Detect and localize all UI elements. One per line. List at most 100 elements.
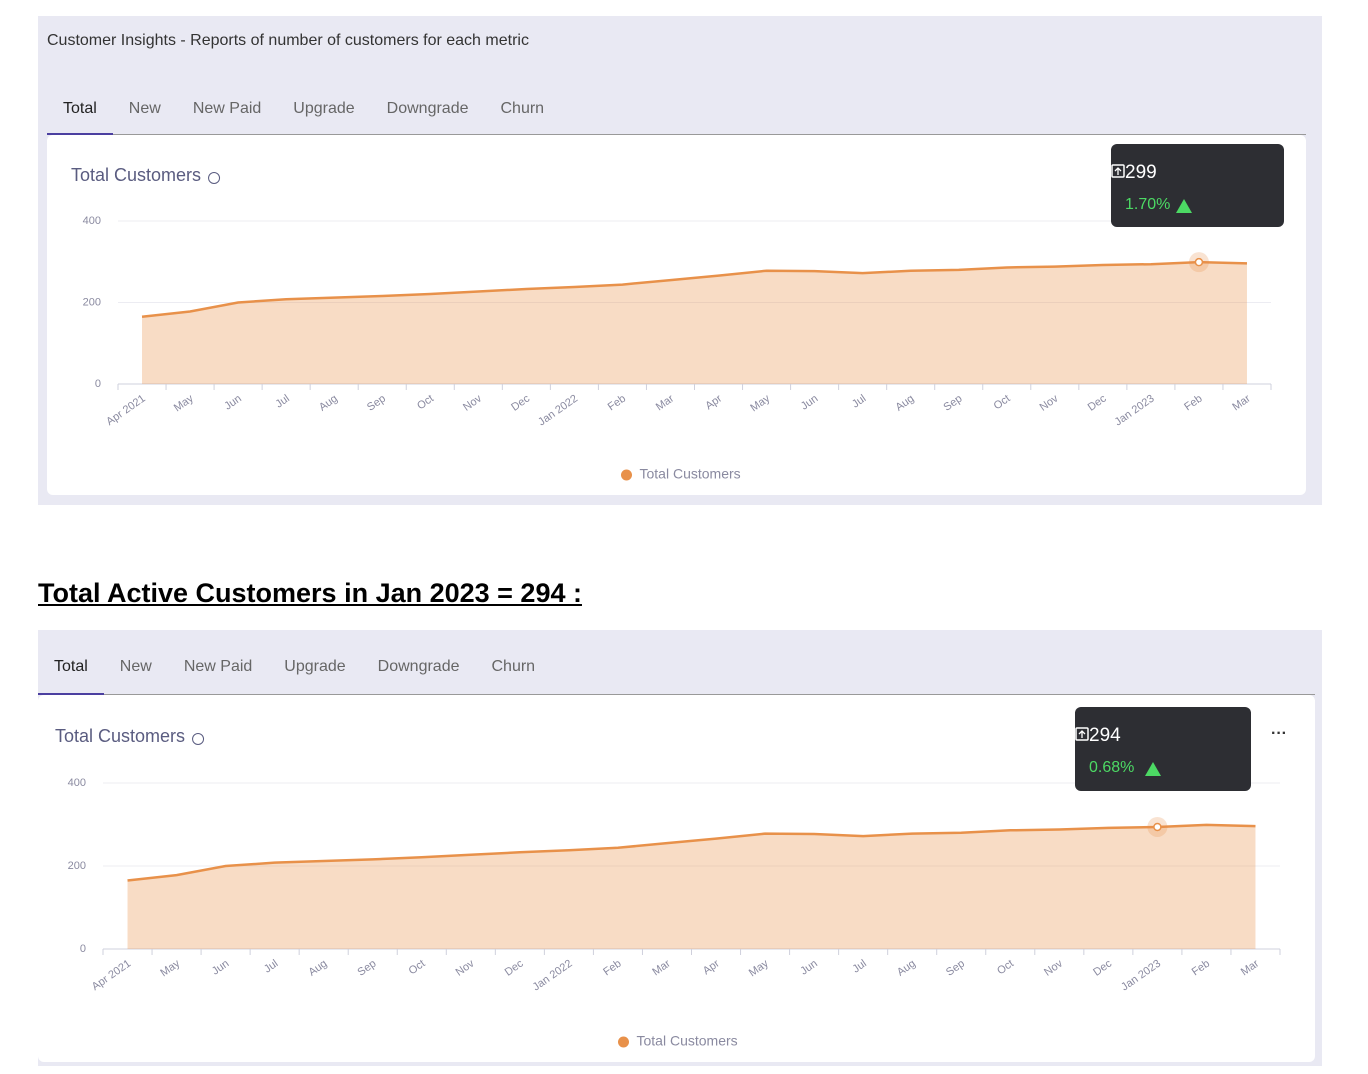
x-tick-label: Jan 2023: [1119, 958, 1163, 994]
line: [141, 260, 1248, 319]
x-tick-label: Oct: [995, 958, 1016, 978]
x-tick-label: Jun: [210, 958, 231, 978]
tab[interactable]: New Paid: [192, 100, 262, 117]
x-tick-label: May: [172, 392, 196, 414]
x-tick-label: Apr: [701, 957, 722, 977]
x-tick-label: Nov: [454, 957, 477, 978]
x-tick-label: Nov: [1042, 957, 1065, 978]
tab[interactable]: Total: [47, 84, 113, 135]
x-tick-label: Jun: [222, 393, 243, 413]
x-tick-label: Mar: [1230, 392, 1253, 413]
x-tick-label: Feb: [606, 393, 628, 414]
up-arrow: [1176, 199, 1192, 213]
x-tick-label: Apr 2021: [104, 393, 147, 428]
x-tick-label: Feb: [601, 958, 623, 979]
x-tick-label: Feb: [1190, 958, 1212, 979]
chart: Total Customers 0 200 400 Apr 2021 May Jun Jul A…: [55, 726, 1281, 1049]
legend-label: Total Customers: [637, 1033, 738, 1049]
tooltip: 299 1.70%: [1111, 144, 1284, 227]
x-tick-label: Jun: [799, 393, 820, 413]
x-tick-label: Aug: [317, 393, 340, 414]
x-tick-label: Apr 2021: [90, 958, 133, 993]
x-tick-label: Aug: [895, 958, 918, 979]
x-tick-label: Nov: [461, 392, 484, 413]
info-icon: [208, 172, 221, 184]
chart-title: Total Customers: [71, 165, 201, 185]
x-tick-label: Jul: [262, 958, 280, 976]
heading: Total Active Customers in Jan 2023 = 294…: [38, 578, 582, 608]
x-tick-label: Apr: [703, 392, 724, 412]
x-tick-label: Mar: [1239, 957, 1262, 978]
area: [127, 824, 1256, 949]
legend-swatch: [621, 469, 632, 481]
tab[interactable]: Upgrade: [284, 658, 346, 675]
tab[interactable]: Downgrade: [386, 100, 469, 117]
x-tick-label: Mar: [654, 392, 677, 413]
expand-icon[interactable]: [1111, 164, 1125, 178]
highlight-point: [1194, 257, 1204, 267]
x-tick-label: Oct: [415, 393, 436, 413]
x-tick-label: May: [158, 957, 182, 979]
y-tick-label: 400: [83, 215, 101, 227]
tab[interactable]: Upgrade: [293, 100, 355, 117]
x-tick-label: Sep: [942, 393, 965, 414]
tab[interactable]: Churn: [500, 100, 545, 117]
panel: Total New New Paid Upgrade Downgrade Churn To…: [38, 630, 1322, 1066]
tab[interactable]: Churn: [491, 658, 536, 675]
x-tick-label: Jun: [798, 958, 819, 978]
tabs: Total New New Paid Upgrade Downgrade Churn: [38, 640, 1315, 695]
x-tick-label: Feb: [1182, 393, 1204, 414]
info-icon: [192, 733, 205, 745]
area: [142, 262, 1247, 384]
x-tick-label: Dec: [509, 392, 532, 413]
y-tick-label: 200: [68, 860, 86, 872]
chart-card: Total Customers 0 200 400 Apr 2021 May Jun Jul A…: [38, 695, 1315, 1062]
legend-swatch: [618, 1036, 629, 1048]
x-tick-label: Oct: [407, 958, 428, 978]
tab[interactable]: Total: [38, 640, 104, 695]
x-tick-label: Sep: [356, 958, 379, 979]
y-tick-label: 0: [95, 378, 101, 390]
y-tick-label: 200: [83, 296, 101, 308]
x-tick-label: Dec: [1091, 957, 1114, 978]
more-menu[interactable]: ···: [1271, 725, 1287, 742]
up-arrow: [1145, 762, 1161, 776]
panel: Customer Insights - Reports of number of…: [38, 16, 1322, 505]
tab[interactable]: New Paid: [183, 658, 253, 675]
y-tick-label: 400: [68, 777, 86, 789]
expand-icon[interactable]: [1075, 727, 1089, 741]
x-tick-label: May: [747, 957, 771, 979]
x-tick-label: Jan 2022: [536, 393, 580, 429]
chart-card: Total Customers 0 200 400 Apr 2021 May Jun Jul A…: [47, 135, 1306, 495]
x-tick-label: May: [748, 392, 772, 414]
tooltip-change: 0.68%: [1089, 759, 1135, 776]
tooltip-value: 294: [1089, 725, 1121, 746]
chart-title: Total Customers: [55, 726, 185, 746]
y-tick-label: 0: [80, 943, 86, 955]
tab[interactable]: Downgrade: [377, 658, 460, 675]
highlight-point: [1153, 822, 1162, 832]
x-tick-label: Jul: [850, 393, 868, 411]
x-tick-label: Jul: [273, 393, 291, 411]
x-tick-label: Jul: [850, 958, 868, 976]
chart: Total Customers 0 200 400 Apr 2021 May Jun Jul A…: [71, 165, 1272, 482]
tab[interactable]: New: [128, 100, 161, 117]
x-tick-label: Mar: [650, 957, 673, 978]
x-tick-label: Oct: [992, 393, 1013, 413]
tabs: Total New New Paid Upgrade Downgrade Churn: [47, 84, 1306, 135]
x-tick-label: Jan 2022: [531, 958, 575, 994]
x-tick-label: Nov: [1038, 392, 1061, 413]
line: [127, 823, 1256, 882]
x-tick-label: Aug: [893, 393, 916, 414]
x-tick-label: Sep: [944, 958, 967, 979]
tab[interactable]: New: [119, 658, 152, 675]
x-tick-label: Aug: [306, 958, 329, 979]
x-tick-label: Jan 2023: [1113, 393, 1157, 429]
x-tick-label: Dec: [503, 957, 526, 978]
x-tick-label: Sep: [365, 393, 388, 414]
tooltip-change: 1.70%: [1125, 196, 1171, 213]
legend-label: Total Customers: [640, 466, 741, 482]
x-tick-label: Dec: [1086, 392, 1109, 413]
panel-title: Customer Insights - Reports of number of…: [47, 32, 529, 49]
